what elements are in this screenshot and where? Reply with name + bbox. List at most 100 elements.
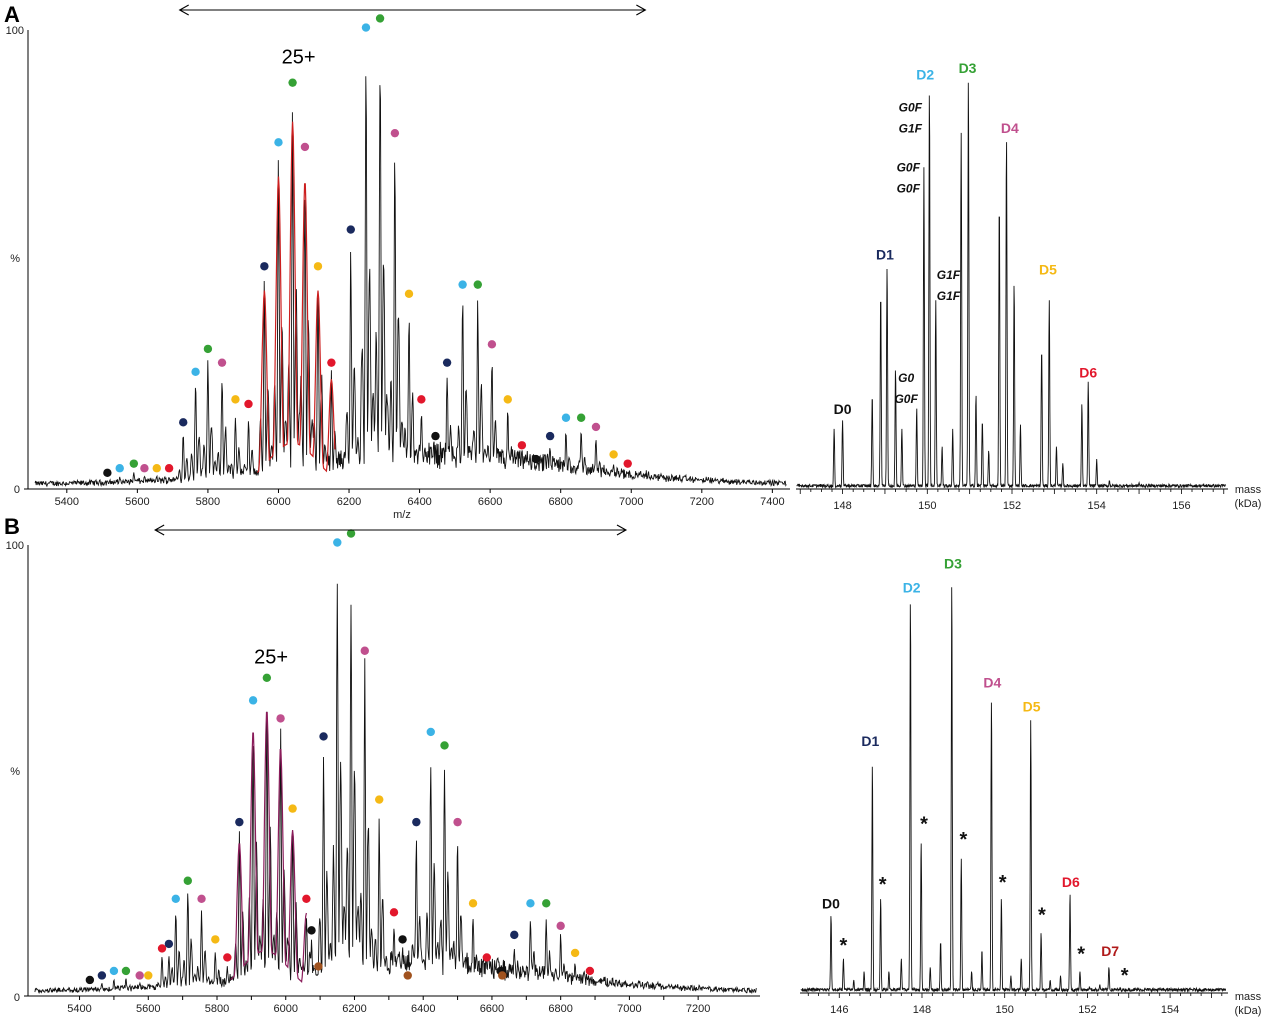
A-ms-peak-marker-d6 xyxy=(517,441,527,450)
A-ms-fit-overlay xyxy=(256,121,336,473)
B-ms-peak-marker-extra_brown xyxy=(403,971,412,980)
A-ms-peak-marker-d2 xyxy=(361,23,371,32)
A-ms-xtick-label: 5800 xyxy=(196,496,220,508)
A-mass-species-label-d3: D3 xyxy=(959,60,977,76)
A-ms-peak-marker-d0 xyxy=(531,454,541,464)
A-ms-peak-marker-d6 xyxy=(327,358,336,367)
panel-b-mass-xlabel: mass xyxy=(1235,991,1262,1003)
B-ms-peak-marker-d6 xyxy=(482,953,491,962)
A-mass-glycoform-label: G0F xyxy=(897,161,921,175)
A-mass-xtick-label: 150 xyxy=(918,500,936,512)
B-ms-peak-marker-d0 xyxy=(85,975,95,985)
A-ms-peak-marker-d4 xyxy=(487,340,497,349)
A-ms-xtick-label: 5600 xyxy=(125,496,149,508)
B-ms-xtick-label: 5600 xyxy=(136,1003,160,1015)
B-ms-peak-marker-d2 xyxy=(248,696,258,705)
B-ms-peak-marker-d5 xyxy=(468,899,478,908)
B-ms-peak-marker-d0 xyxy=(398,935,407,944)
A-ms-peak-marker-d3 xyxy=(203,344,213,354)
panel-b-ms-ytick-bottom: 0 xyxy=(14,992,20,1004)
B-ms-peak-marker-d5 xyxy=(288,804,297,813)
overlay-layer xyxy=(230,121,336,983)
B-mass-species-label-d0: D0 xyxy=(822,896,840,912)
B-ms-charge-state-label: 25+ xyxy=(254,646,288,668)
B-ms-peak-marker-d5 xyxy=(211,935,220,944)
A-mass-species-label-d5: D5 xyxy=(1039,262,1057,278)
A-mass-species-label-d2: D2 xyxy=(916,66,934,82)
A-mass-glycoform-label: G0F xyxy=(899,100,923,114)
A-ms-peak-marker-d0 xyxy=(103,468,112,478)
B-ms-peak-marker-d3 xyxy=(183,876,193,885)
B-ms-peak-marker-d1 xyxy=(412,817,421,827)
B-ms-peak-marker-d1 xyxy=(97,971,107,980)
B-ms-xtick-label: 6200 xyxy=(342,1003,366,1015)
B-mass-species-label-d1: D1 xyxy=(861,733,879,749)
B-mass-species-label-d3: D3 xyxy=(944,556,962,572)
A-ms-peak-marker-d6 xyxy=(244,399,253,409)
marks-layer: 25+ D0 D1 D2 D3 D4 D5 D6 G0F G1F G0F G0F G1F G1F G0 G0F… xyxy=(85,4,1129,987)
A-ms-peak-marker-d5 xyxy=(152,464,161,473)
A-mass-xtick-label: 156 xyxy=(1172,500,1190,512)
B-ms-peak-marker-d1 xyxy=(164,939,174,949)
B-ms-peak-marker-d3 xyxy=(121,966,131,976)
B-ms-peak-marker-d3 xyxy=(346,529,356,538)
B-ms-xtick-label: 7200 xyxy=(686,1003,710,1015)
panel-a-ms-ytick-top: 100 xyxy=(6,25,24,37)
panel-a-ms-xlabel: m/z xyxy=(393,509,411,521)
B-mass-species-label-d4: D4 xyxy=(983,675,1001,691)
A-ms-peak-marker-d4 xyxy=(140,464,149,473)
B-ms-peak-marker-d6 xyxy=(302,894,311,903)
panel-b-ms-ytick-top: 100 xyxy=(6,540,24,552)
panel-a-mass-xlabel: mass xyxy=(1235,484,1262,496)
A-ms-xtick-label: 6200 xyxy=(337,496,361,508)
A-ms-charge-state-label: 25+ xyxy=(282,46,316,68)
A-ms-peak-marker-d4 xyxy=(390,128,400,138)
B-ms-peak-marker-d5 xyxy=(144,971,153,980)
A-mass-deconvoluted-trace xyxy=(796,82,1227,490)
B-mass-asterisk-marker: * xyxy=(1038,905,1046,927)
A-ms-peak-marker-d5 xyxy=(231,395,240,404)
B-mass-asterisk-marker: * xyxy=(840,935,848,957)
A-ms-peak-marker-d1 xyxy=(179,418,188,427)
A-ms-peak-marker-d2 xyxy=(191,367,200,377)
B-ms-xtick-label: 5800 xyxy=(205,1003,229,1015)
A-ms-peak-marker-d1 xyxy=(260,262,269,271)
B-mass-xtick-label: 150 xyxy=(996,1004,1014,1016)
B-mass-xtick-label: 152 xyxy=(1078,1004,1096,1016)
A-ms-peak-marker-d1 xyxy=(442,358,452,367)
A-ms-peak-marker-d0 xyxy=(431,431,440,441)
panel-a-letter: A xyxy=(4,2,20,27)
B-ms-range-arrow-left-head xyxy=(154,524,165,536)
A-ms-xtick-label: 6000 xyxy=(266,496,290,508)
A-mass-species-label-d4: D4 xyxy=(1001,120,1019,136)
A-ms-range-arrow-right-head xyxy=(636,4,647,16)
B-ms-peak-marker-d4 xyxy=(453,817,462,827)
A-mass-glycoform-label: G1F xyxy=(899,121,923,135)
B-ms-xtick-label: 7000 xyxy=(617,1003,641,1015)
A-ms-peak-marker-d2 xyxy=(561,413,571,422)
A-ms-peak-marker-d2 xyxy=(458,280,467,289)
B-ms-peak-marker-d6 xyxy=(157,944,167,953)
B-mass-xtick-label: 148 xyxy=(913,1004,931,1016)
panel-b-letter: B xyxy=(4,514,20,539)
B-ms-xtick-label: 6600 xyxy=(480,1003,504,1015)
A-mass-glycoform-label: G1F xyxy=(937,268,961,282)
B-ms-peak-marker-d2 xyxy=(109,966,119,976)
B-ms-peak-marker-extra_brown xyxy=(314,962,323,971)
A-ms-xtick-label: 5400 xyxy=(55,496,79,508)
A-ms-peak-marker-d5 xyxy=(313,262,323,271)
A-ms-peak-marker-d4 xyxy=(217,358,227,367)
A-mass-glycoform-label: G1F xyxy=(937,289,961,303)
B-ms-peak-marker-extra_brown xyxy=(498,971,507,980)
A-ms-peak-marker-d2 xyxy=(274,138,283,147)
A-ms-xtick-label: 6800 xyxy=(548,496,572,508)
B-mass-xtick-label: 154 xyxy=(1161,1004,1179,1016)
B-ms-xtick-label: 6800 xyxy=(548,1003,572,1015)
A-ms-peak-marker-d1 xyxy=(346,225,355,234)
A-mass-glycoform-label: G0 xyxy=(898,371,914,385)
A-ms-peak-marker-d6 xyxy=(164,464,174,473)
B-ms-peak-marker-d2 xyxy=(526,899,535,908)
panel-a-ms-ytick-bottom: 0 xyxy=(14,484,20,496)
panel-b-ms-ylabel: % xyxy=(10,766,20,778)
